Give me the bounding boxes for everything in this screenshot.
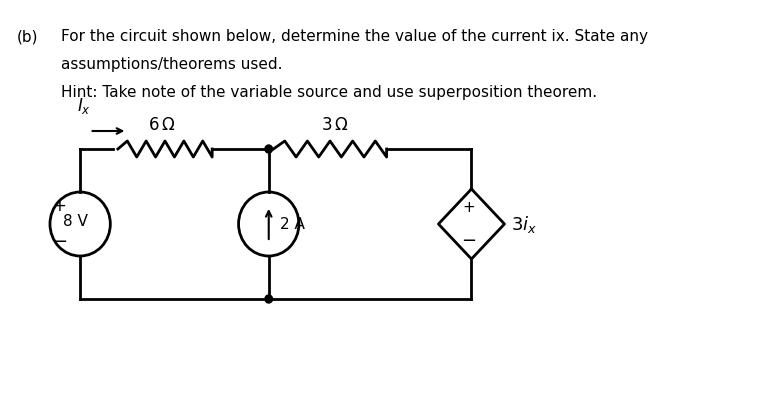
- Text: −: −: [52, 233, 67, 251]
- Text: +: +: [52, 197, 67, 215]
- Text: $6\,\Omega$: $6\,\Omega$: [149, 116, 176, 134]
- Text: Hint: Take note of the variable source and use superposition theorem.: Hint: Take note of the variable source a…: [61, 85, 597, 100]
- Text: $3i_x$: $3i_x$: [511, 213, 537, 234]
- Circle shape: [265, 145, 273, 153]
- Text: $3\,\Omega$: $3\,\Omega$: [321, 116, 349, 134]
- Text: assumptions/theorems used.: assumptions/theorems used.: [61, 57, 283, 72]
- Text: −: −: [461, 232, 476, 250]
- Text: 2 A: 2 A: [280, 217, 305, 231]
- Text: $I_x$: $I_x$: [77, 96, 91, 116]
- Circle shape: [265, 295, 273, 303]
- Text: (b): (b): [17, 29, 38, 44]
- Text: 8 V: 8 V: [63, 213, 88, 229]
- Text: For the circuit shown below, determine the value of the current ix. State any: For the circuit shown below, determine t…: [61, 29, 648, 44]
- Text: +: +: [462, 200, 475, 215]
